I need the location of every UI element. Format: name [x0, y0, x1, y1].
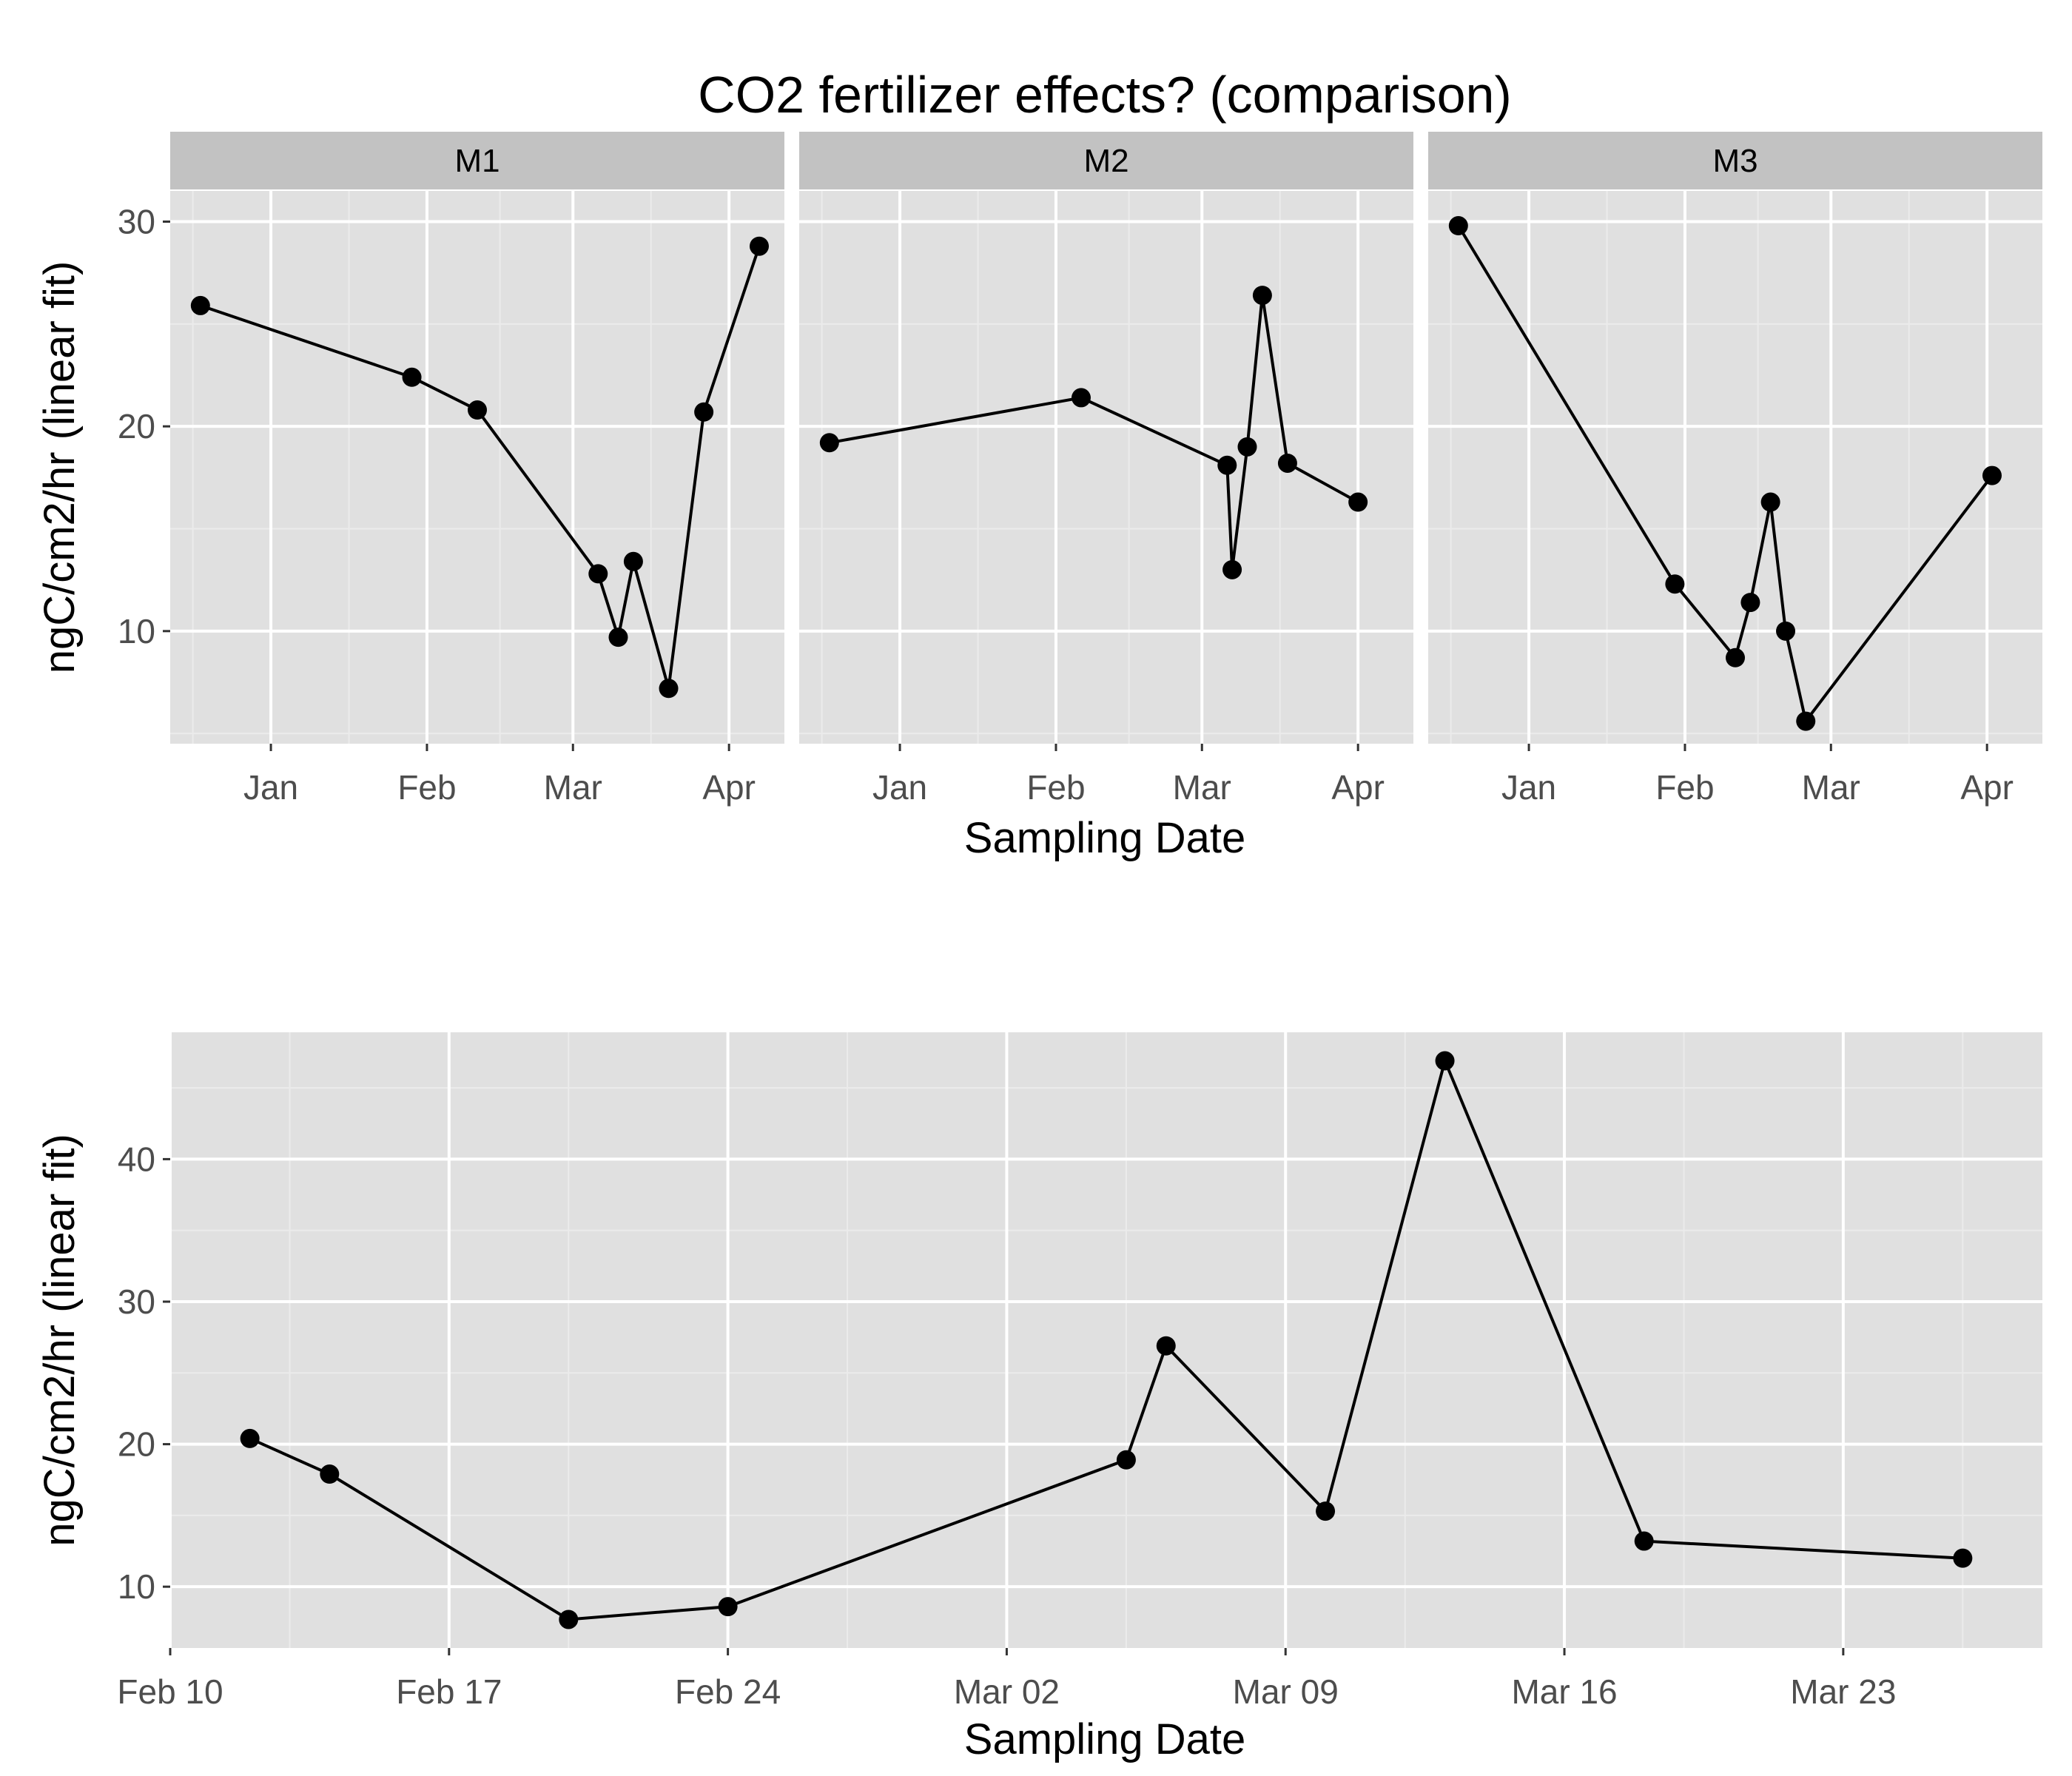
x-tick-label: Jan	[1501, 768, 1556, 807]
series-line-m2	[829, 295, 1359, 571]
facet-panel-m2: Jan Feb Mar Apr M2	[799, 132, 1413, 807]
facet-panel-m3: Jan Feb Mar Apr M3	[1428, 132, 2042, 807]
y-tick-label: 30	[118, 203, 155, 241]
x-tick-label: Apr	[1331, 768, 1385, 807]
data-point	[1953, 1548, 1973, 1568]
x-tick-label: Feb	[397, 768, 456, 807]
facet-strip	[1428, 132, 2042, 189]
facet-chart-top: Jan Feb Mar Apr M1 10 20 30 Jan Feb Mar Apr M2 Jan Feb…	[36, 132, 2042, 862]
x-tick-label: Feb 10	[117, 1672, 223, 1711]
x-tick-label: Mar 02	[954, 1672, 1060, 1711]
x-tick-label: Mar 16	[1511, 1672, 1617, 1711]
data-point	[1277, 453, 1297, 473]
x-tick-label: Mar 23	[1790, 1672, 1896, 1711]
facet-strip-label: M2	[1083, 143, 1128, 179]
x-tick-label: Mar 09	[1233, 1672, 1339, 1711]
data-point	[320, 1464, 340, 1484]
data-point	[1760, 492, 1780, 512]
data-point	[1348, 492, 1368, 512]
x-tick-label: Apr	[702, 768, 756, 807]
facet-strip-label: M3	[1712, 143, 1758, 179]
y-tick-label: 20	[118, 1425, 155, 1464]
data-point	[659, 679, 679, 699]
data-point	[468, 400, 487, 420]
panel-background	[170, 1032, 2042, 1648]
chart-title: CO2 fertilizer effects? (comparison)	[698, 66, 1512, 124]
data-point	[1740, 593, 1760, 613]
data-point	[1071, 388, 1091, 408]
x-tick-label: Feb 17	[396, 1672, 502, 1711]
panel-background	[799, 191, 1413, 744]
x-tick-label: Mar	[1173, 768, 1231, 807]
data-point	[1776, 621, 1796, 641]
data-point	[1796, 711, 1816, 731]
y-axis-title-top: ngC/cm2/hr (linear fit)	[36, 261, 84, 674]
x-tick-label: Feb	[1026, 768, 1085, 807]
facet-strip	[170, 132, 784, 189]
data-point	[1237, 437, 1257, 457]
y-axis-title-bottom: ngC/cm2/hr (linear fit)	[36, 1134, 84, 1547]
data-point	[1665, 574, 1685, 594]
x-tick-label: Mar	[544, 768, 602, 807]
y-tick-label: 40	[118, 1140, 155, 1178]
x-tick-label: Jan	[872, 768, 927, 807]
series-line-m3	[1457, 224, 1994, 725]
chart-bottom: Feb 10 Feb 17 Feb 24 Mar 02 Mar 09 Mar 16 Mar …	[36, 1032, 2042, 1763]
data-point	[1726, 648, 1745, 667]
data-point	[240, 1428, 260, 1448]
data-point	[588, 564, 608, 584]
data-point	[718, 1597, 738, 1617]
x-tick-label: Apr	[1960, 768, 2014, 807]
data-point	[190, 295, 210, 315]
data-point	[1634, 1531, 1654, 1551]
data-point	[402, 367, 422, 387]
y-tick-label: 30	[118, 1282, 155, 1321]
x-axis-title-bottom: Sampling Date	[964, 1715, 1245, 1763]
data-point	[1316, 1501, 1336, 1521]
data-point	[1116, 1450, 1136, 1470]
y-tick-label: 20	[118, 407, 155, 445]
panel-background	[170, 191, 784, 744]
data-point	[559, 1610, 579, 1629]
data-point	[819, 433, 839, 453]
data-point	[694, 402, 714, 422]
x-axis-title-top: Sampling Date	[964, 814, 1245, 862]
x-tick-label: Mar	[1802, 768, 1860, 807]
y-tick-label: 10	[118, 1567, 155, 1606]
data-point	[749, 236, 769, 256]
data-point	[1252, 286, 1272, 306]
data-point	[1448, 216, 1468, 236]
x-tick-label: Feb 24	[675, 1672, 781, 1711]
data-point	[1217, 455, 1237, 475]
data-point	[1435, 1051, 1455, 1071]
x-tick-label: Feb	[1655, 768, 1714, 807]
x-tick-label: Jan	[243, 768, 298, 807]
facet-panel-m1: Jan Feb Mar Apr M1 10 20 30	[118, 132, 784, 807]
data-point	[608, 628, 628, 648]
facet-strip-label: M1	[454, 143, 500, 179]
data-point	[1156, 1336, 1176, 1356]
data-point	[623, 551, 643, 571]
facet-strip	[799, 132, 1413, 189]
y-tick-label: 10	[118, 612, 155, 650]
data-point	[1222, 559, 1242, 579]
series-line	[249, 1056, 1963, 1621]
data-point	[1982, 465, 2002, 485]
